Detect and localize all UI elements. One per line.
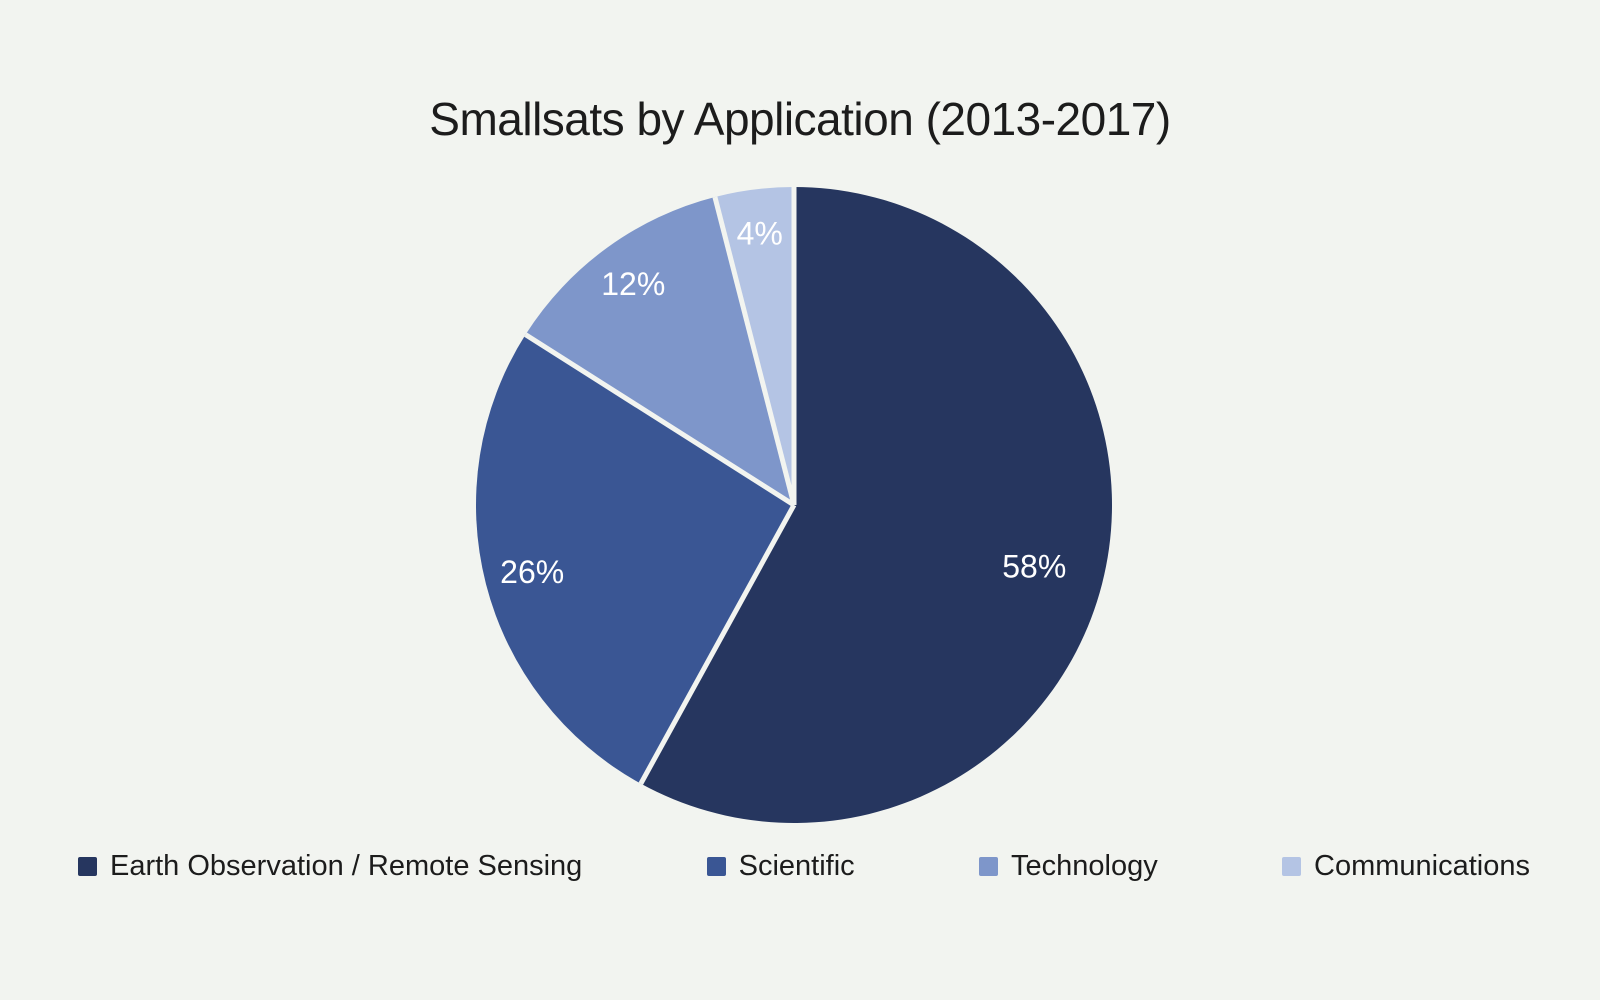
legend-item-communications: Communications	[1282, 850, 1530, 883]
pie-slice-earth-observation-remote-sensing	[640, 187, 1112, 823]
chart-legend: Earth Observation / Remote Sensing Scient…	[78, 850, 1530, 883]
pie-slice-scientific	[475, 334, 794, 784]
legend-item-earth-observation-remote-sensing: Earth Observation / Remote Sensing	[78, 850, 582, 883]
legend-label: Scientific	[738, 850, 855, 882]
slice-label-scientific: 26%	[500, 554, 564, 590]
pie-chart: 58% 26% 12% 4%	[475, 187, 1112, 823]
legend-label: Technology	[1010, 850, 1158, 882]
slice-label-technology: 12%	[601, 266, 665, 302]
slice-separator	[712, 196, 797, 506]
legend-item-scientific: Scientific	[706, 850, 855, 883]
slice-label-communications: 4%	[737, 216, 783, 252]
slice-label-earth-observation-remote-sensing: 58%	[1002, 549, 1066, 585]
pie-slice-technology	[525, 196, 794, 506]
legend-label: Earth Observation / Remote Sensing	[110, 850, 583, 882]
legend-item-technology: Technology	[978, 850, 1158, 883]
legend-label: Communications	[1314, 850, 1530, 882]
legend-swatch-icon	[978, 857, 998, 876]
chart-title: Smallsats by Application (2013-2017)	[429, 93, 1171, 145]
legend-swatch-icon	[78, 857, 97, 876]
legend-swatch-icon	[1282, 857, 1302, 876]
legend-swatch-icon	[706, 857, 726, 876]
slice-separator	[524, 332, 796, 508]
slice-separator	[638, 503, 797, 785]
